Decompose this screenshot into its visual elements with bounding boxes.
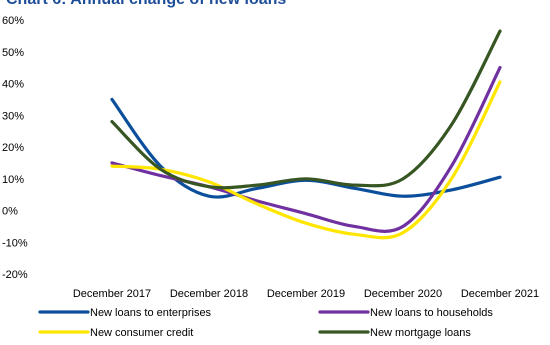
x-tick-label: December 2019 — [267, 288, 345, 300]
series-line-3 — [110, 80, 502, 240]
y-tick-label: 40% — [2, 79, 24, 91]
y-axis: -20% -10% 0% 10% 20% 30% 40% 50% 60% — [2, 15, 28, 281]
y-tick-label: 60% — [2, 15, 24, 27]
legend-label: New mortgage loans — [370, 327, 471, 339]
series-lines — [110, 29, 502, 240]
legend-label: New loans to enterprises — [90, 307, 212, 319]
x-tick-label: December 2017 — [73, 288, 151, 300]
y-tick-label: 20% — [2, 142, 24, 154]
y-tick-label: -20% — [2, 269, 28, 281]
x-axis: December 2017 December 2018 December 2019 D… — [73, 288, 539, 300]
x-tick-label: December 2018 — [170, 288, 248, 300]
legend-label: New consumer credit — [90, 327, 193, 339]
y-tick-label: 50% — [2, 47, 24, 59]
y-tick-label: -10% — [2, 237, 28, 249]
x-tick-label: December 2020 — [364, 288, 442, 300]
legend: New loans to enterprises New loans to hou… — [38, 307, 493, 339]
series-line-2 — [110, 66, 502, 233]
series-line-4 — [110, 29, 502, 190]
chart-title: Chart 6: Annual change of new loans — [6, 0, 286, 8]
y-tick-label: 0% — [2, 206, 18, 218]
legend-label: New loans to households — [370, 307, 493, 319]
x-tick-label: December 2021 — [461, 288, 539, 300]
y-tick-label: 30% — [2, 110, 24, 122]
y-tick-label: 10% — [2, 174, 24, 186]
